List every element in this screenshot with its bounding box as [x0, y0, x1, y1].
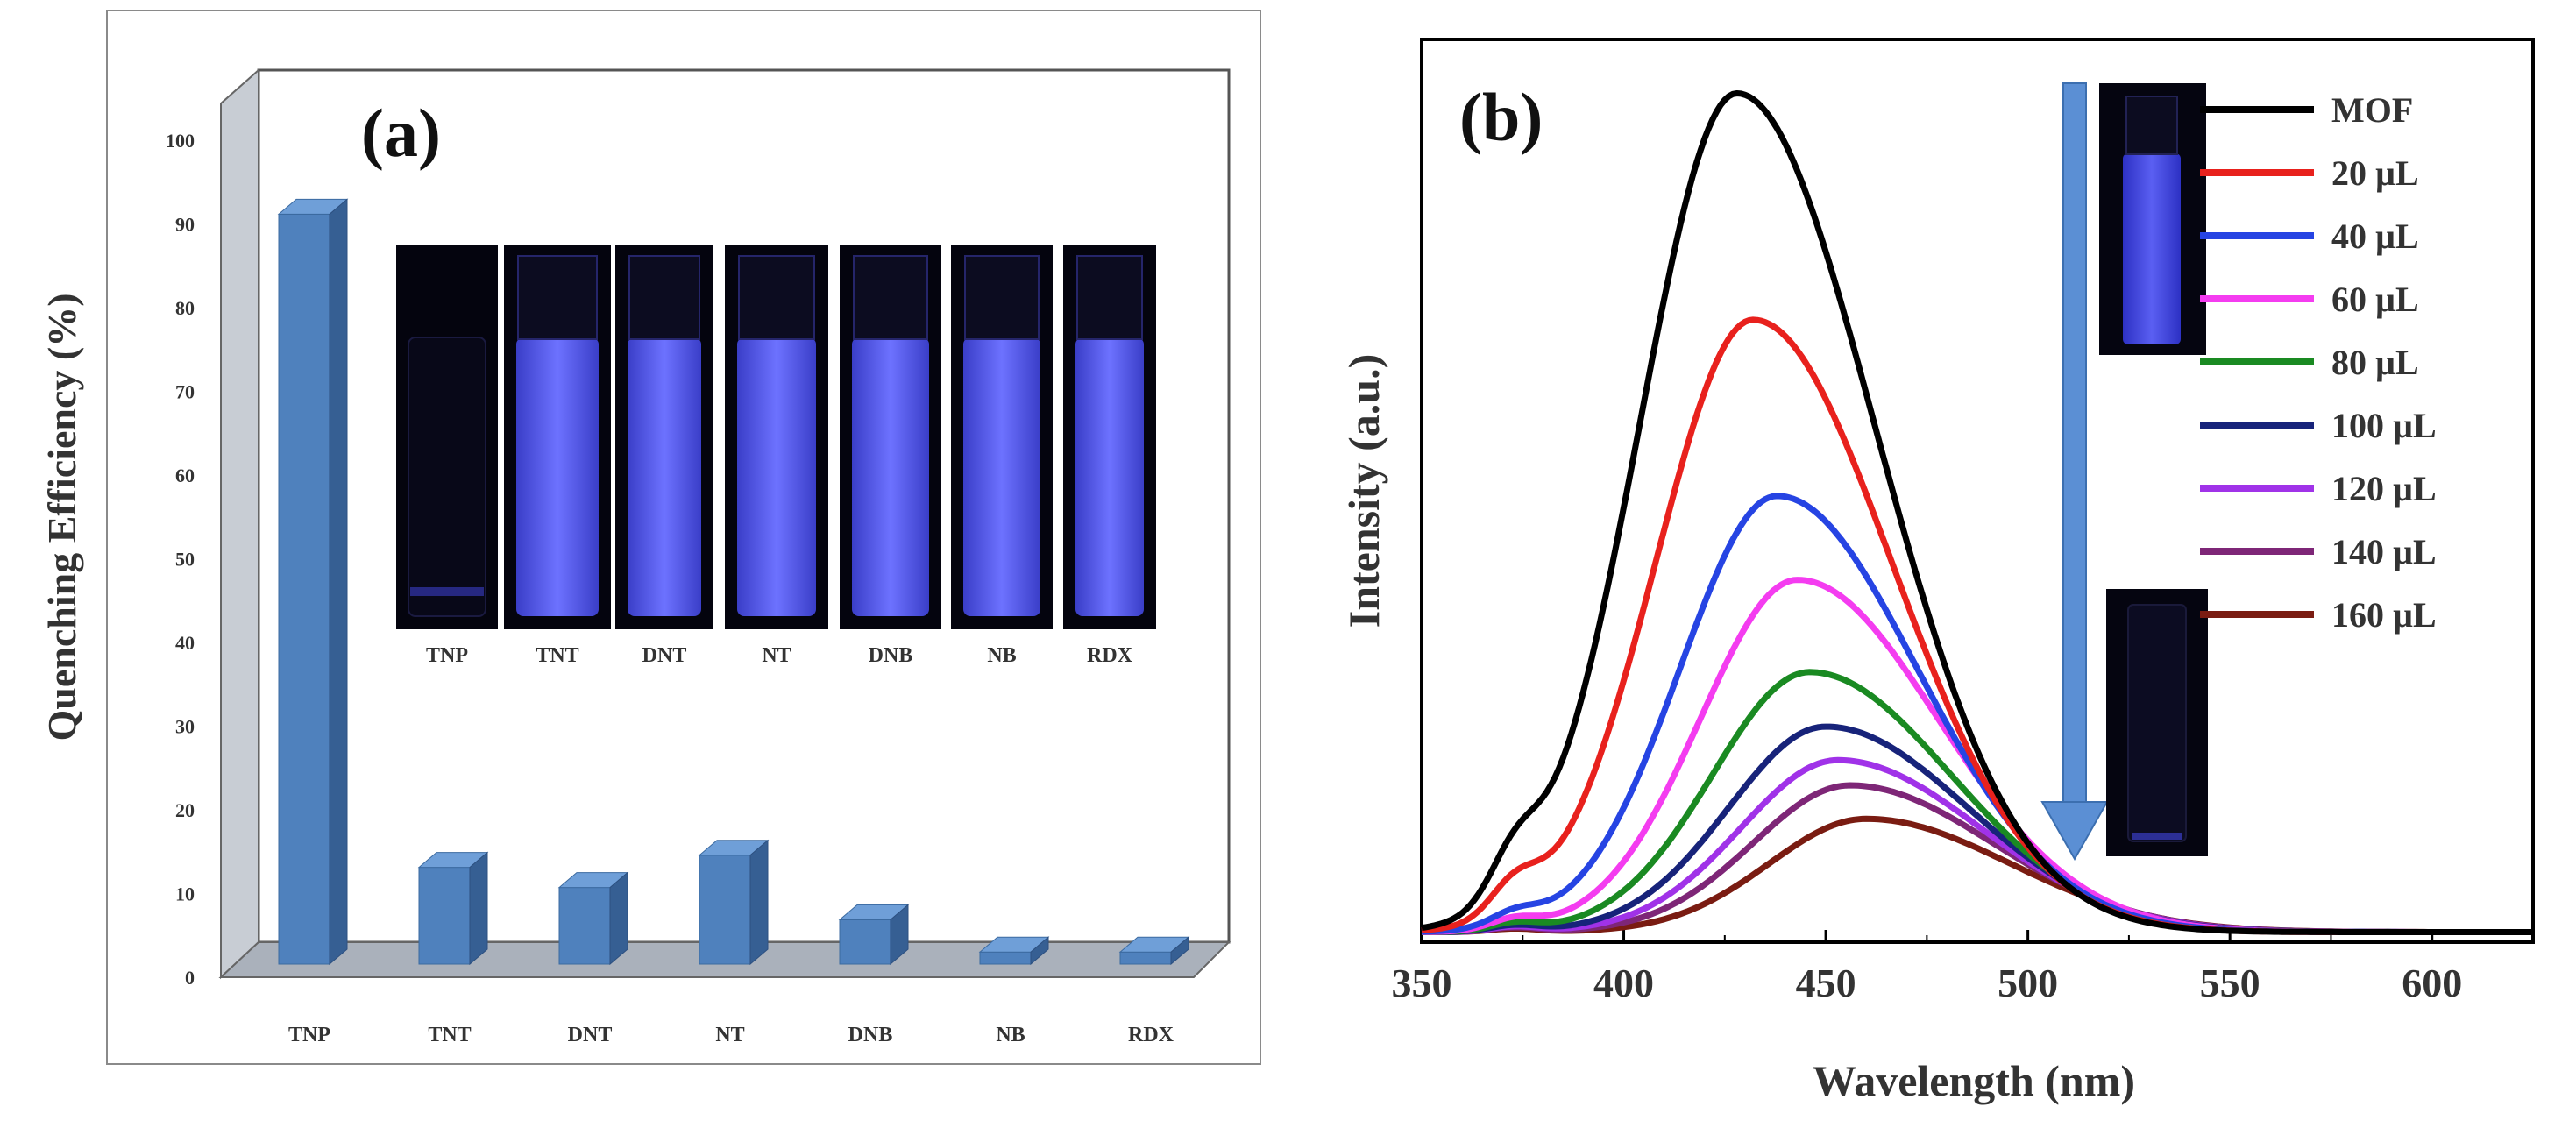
legend-label: MOF: [2331, 90, 2413, 130]
vial-label: DNB: [869, 644, 913, 667]
vial-label: TNP: [426, 644, 468, 667]
x-tick-label-b: 500: [1998, 961, 2058, 1005]
vial-TNP: [396, 245, 498, 629]
category-label-a: DNB: [848, 1024, 893, 1046]
legend-label: 40 µL: [2331, 216, 2419, 256]
y-tick-label-a: 60: [175, 465, 195, 486]
category-label-a: TNP: [288, 1024, 330, 1046]
legend-label: 140 µL: [2331, 532, 2437, 571]
bar-NB: [978, 936, 1050, 966]
legend-label: 80 µL: [2331, 343, 2419, 382]
legend-item-1: 20 µL: [2200, 153, 2419, 193]
vial-label: NB: [987, 644, 1016, 667]
y-ticks-a: 0 10 20 30 40 50 60 70 80 90 100: [166, 130, 195, 989]
vial-label: TNT: [536, 644, 578, 667]
bar-NT: [698, 839, 770, 966]
category-label-a: NT: [715, 1024, 744, 1046]
bar-TNP: [277, 198, 349, 966]
vial-photo-lit: [2099, 83, 2206, 355]
spectrum-line-0: [1421, 90, 2533, 935]
legend-item-7: 140 µL: [2200, 532, 2437, 571]
y-tick-label-a: 0: [185, 967, 195, 989]
category-label-a: DNT: [568, 1024, 613, 1046]
y-tick-label-a: 10: [175, 883, 195, 905]
bar-RDX: [1118, 936, 1190, 966]
legend-item-8: 160 µL: [2200, 595, 2437, 635]
bar-TNT: [417, 851, 489, 966]
vial-TNT: [504, 245, 611, 629]
vial-label: NT: [762, 644, 791, 667]
decrease-arrow: [2040, 82, 2109, 862]
curves-b: [1421, 90, 2533, 935]
legend-item-4: 80 µL: [2200, 343, 2419, 382]
x-tick-label-b: 550: [2200, 961, 2260, 1005]
category-label-a: NB: [996, 1024, 1025, 1046]
panel-b-label: (b): [1459, 79, 1543, 155]
x-tick-label-b: 350: [1392, 961, 1452, 1005]
legend-label: 20 µL: [2331, 153, 2419, 193]
plot-frame-b: [1420, 38, 2535, 944]
y-tick-label-a: 100: [166, 130, 195, 152]
x-tick-label-b: 600: [2402, 961, 2462, 1005]
x-tick-label-b: 450: [1796, 961, 1856, 1005]
y-tick-label-a: 20: [175, 799, 195, 821]
legend-label: 120 µL: [2331, 469, 2437, 508]
legend-item-2: 40 µL: [2200, 216, 2419, 256]
vial-label: DNT: [642, 644, 687, 667]
y-tick-label-a: 30: [175, 716, 195, 738]
vial-DNB: [840, 245, 941, 629]
y-axis-title-b: Intensity (a.u.): [1339, 354, 1388, 628]
y-tick-label-a: 80: [175, 297, 195, 319]
y-axis-title-a: Quenching Efficiency (%): [39, 293, 84, 741]
x-tick-label-b: 400: [1593, 961, 1654, 1005]
panel-a-label: (a): [361, 95, 441, 171]
side-wall: [220, 67, 259, 980]
legend-label: 160 µL: [2331, 595, 2437, 635]
vial-label: RDX: [1087, 644, 1133, 667]
vial-RDX: [1063, 245, 1156, 629]
panel-b: 350 400 450 500 550 600 Wavelength (nm) Inten…: [1339, 38, 2535, 1105]
category-label-a: RDX: [1128, 1024, 1174, 1046]
bar-DNB: [838, 904, 910, 966]
legend-item-5: 100 µL: [2200, 406, 2437, 445]
x-ticks-b: 350 400 450 500 550 600: [1392, 930, 2462, 1005]
category-label-a: TNT: [428, 1024, 471, 1046]
vial-DNT: [615, 245, 713, 629]
vial-photo-inset: TNP TNT DNT NT DNB NB RDX: [396, 245, 1156, 667]
vial-NB: [951, 245, 1053, 629]
legend-b: MOF 20 µL 40 µL 60 µL 80 µL 100 µL 120 µL 140 µ…: [2200, 90, 2437, 635]
y-tick-label-a: 90: [175, 214, 195, 236]
legend-item-3: 60 µL: [2200, 280, 2419, 319]
category-labels-a: TNP TNT DNT NT DNB NB RDX: [288, 1024, 1174, 1046]
legend-item-0: MOF: [2200, 90, 2413, 130]
y-tick-label-a: 40: [175, 632, 195, 654]
panel-a: 0 10 20 30 40 50 60 70 80 90 100 TNP TNT DNT NT DNB NB R…: [39, 10, 1261, 1065]
x-axis-title-b: Wavelength (nm): [1813, 1056, 2135, 1105]
y-tick-label-a: 70: [175, 381, 195, 403]
vial-photo-quenched: [2106, 589, 2208, 856]
y-tick-label-a: 50: [175, 549, 195, 571]
vial-NT: [725, 245, 828, 629]
bars-a: [277, 198, 1190, 966]
legend-label: 60 µL: [2331, 280, 2419, 319]
legend-label: 100 µL: [2331, 406, 2437, 445]
legend-item-6: 120 µL: [2200, 469, 2437, 508]
bar-DNT: [557, 871, 629, 966]
